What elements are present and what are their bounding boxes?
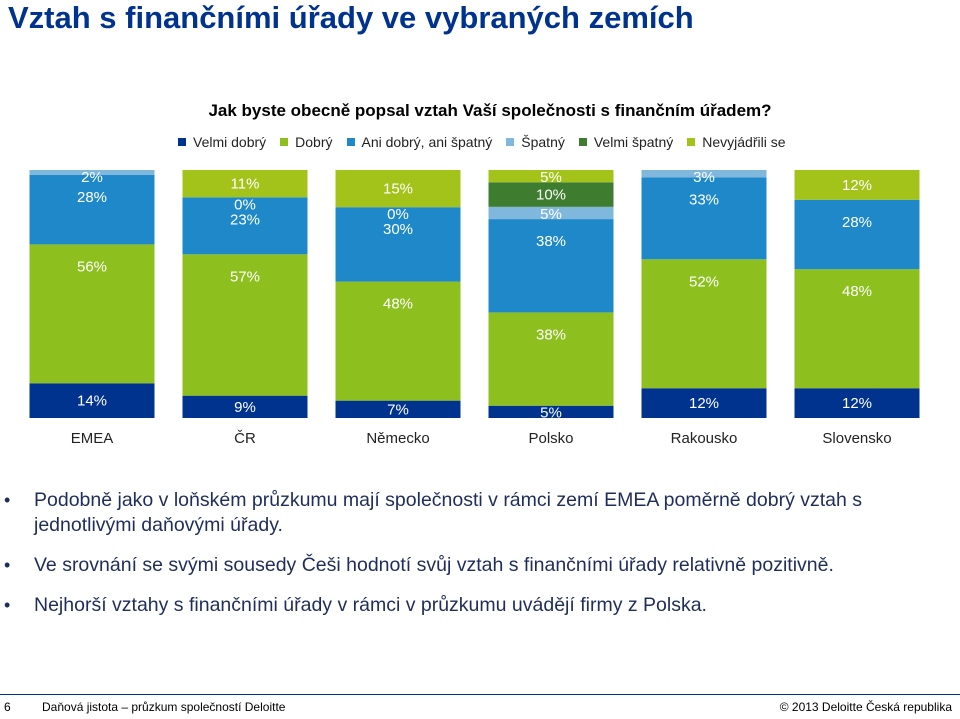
data-label: 9%	[234, 399, 256, 416]
bar-segment	[488, 219, 614, 313]
data-label: 52%	[689, 273, 719, 290]
data-label: 0%	[387, 206, 409, 223]
legend-swatch	[178, 138, 186, 146]
bar-segment	[641, 388, 767, 418]
chart-title: Jak byste obecně popsal vztah Vaší spole…	[208, 101, 772, 120]
legend-label: Velmi špatný	[593, 134, 674, 150]
data-label: 11%	[231, 176, 260, 193]
category-label: Rakousko	[671, 430, 738, 447]
data-label: 28%	[842, 214, 872, 231]
data-label: 5%	[540, 206, 562, 223]
bar-segment	[641, 259, 767, 389]
bar-segment	[29, 244, 155, 384]
category-label: Slovensko	[822, 430, 891, 447]
legend-swatch	[506, 138, 515, 146]
data-label: 33%	[689, 191, 719, 208]
bar-segment	[335, 170, 461, 208]
data-label: 15%	[383, 181, 413, 198]
bullet-list: Podobně jako v loňském průzkumu mají spo…	[0, 488, 960, 633]
legend-item: Velmi špatný	[578, 134, 674, 150]
bar-segment	[182, 197, 308, 255]
data-label: 48%	[383, 296, 413, 313]
data-label: 56%	[77, 258, 107, 275]
bar-segment	[488, 170, 614, 183]
bar-segment	[794, 170, 920, 200]
copyright: © 2013 Deloitte Česká republika	[779, 700, 952, 714]
page-title: Vztah s finančními úřady ve vybraných ze…	[8, 0, 694, 35]
data-label: 12%	[842, 395, 872, 412]
data-label: 5%	[540, 169, 562, 186]
data-label: 57%	[230, 268, 260, 285]
bar-segment	[488, 182, 614, 207]
category-label: EMEA	[71, 430, 114, 447]
data-label: 12%	[842, 177, 872, 194]
data-label: 38%	[536, 233, 566, 250]
data-label: 38%	[536, 326, 566, 343]
legend-label: Špatný	[521, 134, 565, 150]
bar-segment	[488, 206, 614, 220]
bullet-item: Podobně jako v loňském průzkumu mají spo…	[0, 488, 960, 538]
legend-swatch	[280, 138, 289, 146]
bullet-item: Nejhorší vztahy s finančními úřady v rám…	[0, 593, 960, 618]
chart-legend: Velmi dobrý Dobrý Ani dobrý, ani špatný Špa…	[178, 133, 799, 151]
footer: 6 Daňová jistota – průzkum společností D…	[0, 700, 960, 716]
bar-segment	[794, 269, 920, 389]
category-label: Polsko	[528, 430, 573, 447]
legend-item: Špatný	[506, 134, 565, 150]
bar-segment	[335, 400, 461, 418]
legend-swatch	[346, 138, 355, 146]
data-label: 7%	[387, 401, 409, 418]
bar-segment	[488, 312, 614, 406]
data-label: 23%	[230, 211, 260, 228]
bullet-item: Ve srovnání se svými sousedy Češi hodnot…	[0, 553, 960, 578]
legend-item: Velmi dobrý	[178, 134, 266, 150]
bar-segment	[182, 395, 308, 418]
bar-segment	[335, 281, 461, 401]
bar-segment	[29, 170, 155, 175]
legend-swatch	[578, 138, 587, 146]
legend-swatch	[687, 138, 696, 146]
data-label: 14%	[77, 393, 107, 410]
bar-segment	[488, 405, 614, 418]
category-label: ČR	[234, 430, 256, 447]
page-number: 6	[4, 700, 11, 714]
footer-divider	[0, 694, 960, 695]
legend-label: Velmi dobrý	[193, 134, 267, 150]
data-label: 12%	[689, 395, 719, 412]
legend-label: Nevyjádřili se	[702, 134, 786, 150]
bar-segment	[641, 170, 767, 178]
data-label: 0%	[234, 196, 256, 213]
bar-segment	[794, 388, 920, 418]
stacked-bar-chart: 14%56%28%2%EMEA9%57%23%0%11%ČR7%48%30%0%…	[29, 169, 920, 447]
data-label: 2%	[81, 169, 103, 186]
legend-item: Dobrý	[280, 134, 333, 150]
bar-segment	[182, 170, 308, 198]
legend-label: Ani dobrý, ani špatný	[361, 134, 493, 150]
bar-segment	[794, 199, 920, 270]
bar-segment	[335, 207, 461, 282]
legend-item: Nevyjádřili se	[687, 134, 785, 150]
data-label: 30%	[383, 221, 413, 238]
data-label: 3%	[693, 169, 715, 186]
category-label: Německo	[366, 430, 429, 447]
data-label: 5%	[540, 405, 562, 422]
legend-item: Ani dobrý, ani špatný	[346, 134, 493, 150]
data-label: 48%	[842, 283, 872, 300]
bar-segment	[641, 177, 767, 260]
footer-text: Daňová jistota – průzkum společností Del…	[42, 700, 286, 714]
legend-label: Dobrý	[295, 134, 333, 150]
bar-segment	[29, 174, 155, 245]
data-label: 10%	[536, 187, 566, 204]
bar-segment	[29, 383, 155, 418]
data-label: 28%	[77, 189, 107, 206]
bar-segment	[182, 254, 308, 396]
